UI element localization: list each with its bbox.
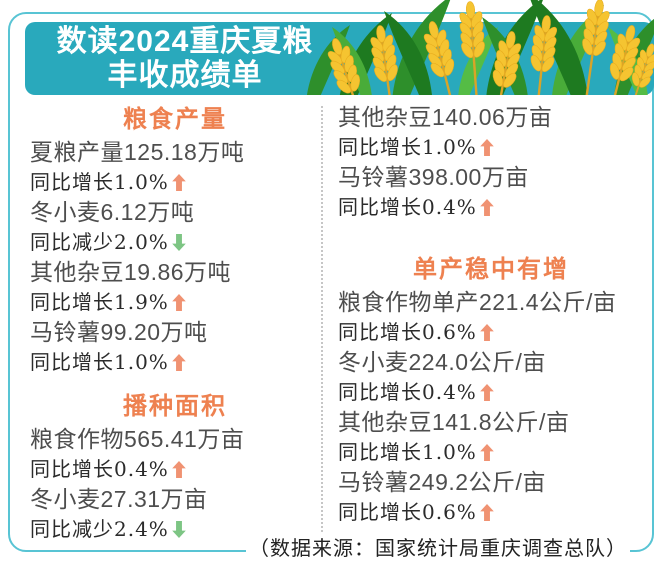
right-column: 其他杂豆140.06万亩 同比增长1.0% 马铃薯398.00万亩 同比增长0.…: [338, 102, 644, 527]
column-divider: [321, 106, 323, 544]
stat-line: 马铃薯249.2公斤/亩: [338, 469, 546, 495]
trend-arrow-icon: [172, 234, 186, 251]
stat-line: 粮食作物单产221.4公斤/亩: [338, 289, 617, 315]
page-title-line2: 丰收成绩单: [107, 59, 263, 92]
change-text: 同比增长0.4%: [338, 380, 477, 404]
trend-arrow-icon: [172, 461, 186, 478]
stat-line: 冬小麦6.12万吨: [30, 199, 195, 225]
change-text: 同比增长0.4%: [30, 457, 169, 481]
section-heading-sown-area: 播种面积: [123, 393, 227, 420]
frame-border: [8, 12, 654, 552]
stat-line: 其他杂豆140.06万亩: [338, 104, 553, 130]
stat-line: 夏粮产量125.18万吨: [30, 139, 245, 165]
change-line: 同比增长1.9%: [30, 288, 320, 317]
stat-line: 冬小麦224.0公斤/亩: [338, 349, 546, 375]
trend-arrow-icon: [480, 444, 494, 461]
stat-line: 冬小麦27.31万亩: [30, 486, 208, 512]
stat-line: 马铃薯398.00万亩: [338, 164, 529, 190]
stat-line: 马铃薯99.20万吨: [30, 319, 208, 345]
change-text: 同比增长1.0%: [30, 350, 169, 374]
change-text: 同比减少2.0%: [30, 230, 169, 254]
trend-arrow-icon: [172, 521, 186, 538]
change-text: 同比增长1.0%: [30, 170, 169, 194]
change-line: 同比增长1.0%: [30, 168, 320, 197]
trend-arrow-icon: [480, 384, 494, 401]
change-text: 同比增长1.9%: [30, 290, 169, 314]
stat-line: 其他杂豆141.8公斤/亩: [338, 409, 570, 435]
header-band: 数读2024重庆夏粮 丰收成绩单: [25, 22, 654, 95]
change-text: 同比增长1.0%: [338, 135, 477, 159]
change-text: 同比增长1.0%: [338, 440, 477, 464]
change-line: 同比增长0.6%: [338, 498, 644, 527]
data-source-note: （数据来源：国家统计局重庆调查总队）: [246, 533, 630, 563]
trend-arrow-icon: [172, 354, 186, 371]
trend-arrow-icon: [480, 139, 494, 156]
section-heading-yield: 单产稳中有增: [413, 256, 569, 283]
trend-arrow-icon: [172, 294, 186, 311]
change-line: 同比减少2.4%: [30, 515, 320, 544]
change-line: 同比增长0.6%: [338, 318, 644, 347]
change-line: 同比增长0.4%: [30, 455, 320, 484]
change-text: 同比增长0.6%: [338, 320, 477, 344]
left-column: 粮食产量 夏粮产量125.18万吨 同比增长1.0% 冬小麦6.12万吨 同比减…: [30, 106, 320, 544]
section-heading-grain-output: 粮食产量: [123, 106, 227, 133]
change-text: 同比减少2.4%: [30, 517, 169, 541]
trend-arrow-icon: [480, 324, 494, 341]
page-title-line1: 数读2024重庆夏粮: [56, 25, 314, 58]
trend-arrow-icon: [172, 174, 186, 191]
change-line: 同比增长1.0%: [338, 133, 644, 162]
trend-arrow-icon: [480, 199, 494, 216]
trend-arrow-icon: [480, 504, 494, 521]
change-text: 同比增长0.6%: [338, 500, 477, 524]
change-line: 同比增长1.0%: [338, 438, 644, 467]
stat-line: 粮食作物565.41万亩: [30, 426, 245, 452]
stat-line: 其他杂豆19.86万吨: [30, 259, 232, 285]
change-line: 同比增长1.0%: [30, 348, 320, 377]
change-text: 同比增长0.4%: [338, 195, 477, 219]
page-title: 数读2024重庆夏粮 丰收成绩单: [35, 25, 335, 92]
change-line: 同比减少2.0%: [30, 228, 320, 257]
change-line: 同比增长0.4%: [338, 193, 644, 222]
change-line: 同比增长0.4%: [338, 378, 644, 407]
